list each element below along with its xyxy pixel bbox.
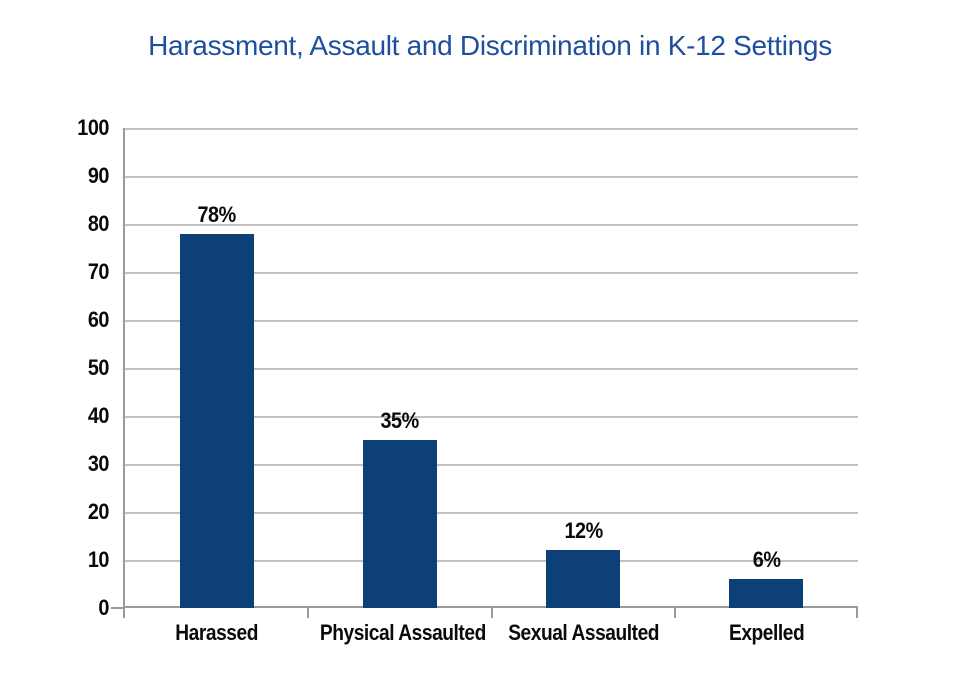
gridline bbox=[125, 128, 858, 130]
y-tick-label: 10 bbox=[87, 547, 110, 572]
bar bbox=[546, 550, 621, 608]
gridline bbox=[125, 512, 858, 514]
plot-area: 78% 35% 12% 6% 0 10 20 30 40 50 60 70 80 90 100 Haras… bbox=[77, 116, 858, 645]
gridline bbox=[125, 224, 858, 226]
x-axis-line bbox=[123, 606, 858, 608]
bar bbox=[729, 579, 804, 608]
bar bbox=[179, 233, 254, 608]
y-tick-label: 90 bbox=[87, 163, 110, 188]
y-tick-label: 100 bbox=[77, 115, 109, 140]
y-tick-label: 0 bbox=[98, 595, 109, 620]
category-label: Expelled bbox=[728, 620, 805, 645]
gridline bbox=[125, 560, 858, 562]
x-tick bbox=[491, 608, 493, 618]
bar-value-label: 78% bbox=[197, 201, 236, 227]
bar-value-label: 35% bbox=[380, 408, 420, 433]
x-tick bbox=[674, 608, 676, 618]
x-tick bbox=[307, 608, 309, 618]
category-label: Harassed bbox=[175, 620, 258, 645]
y-axis-line bbox=[123, 128, 125, 618]
bar bbox=[362, 440, 437, 608]
y-tick-label: 40 bbox=[87, 403, 110, 428]
y-tick-label: 50 bbox=[87, 355, 110, 380]
y-tick-label: 30 bbox=[87, 451, 110, 476]
y-tick-label: 70 bbox=[87, 259, 110, 284]
y-tick-label: 80 bbox=[87, 211, 110, 236]
gridline bbox=[125, 416, 858, 418]
bar-value-label: 6% bbox=[752, 547, 781, 573]
gridline bbox=[125, 320, 858, 322]
gridline bbox=[125, 176, 858, 178]
gridline bbox=[125, 272, 858, 274]
chart-title: Harassment, Assault and Discrimination i… bbox=[148, 30, 832, 61]
y-tick-label: 20 bbox=[87, 499, 110, 524]
y-axis-zero-tick bbox=[111, 607, 123, 609]
y-tick-label: 60 bbox=[87, 307, 110, 332]
category-label: Sexual Assaulted bbox=[507, 620, 659, 645]
category-label: Physical Assaulted bbox=[320, 620, 487, 645]
bar-value-label: 12% bbox=[563, 518, 603, 544]
gridline bbox=[125, 368, 858, 370]
x-tick bbox=[856, 608, 858, 618]
gridline bbox=[125, 464, 858, 466]
